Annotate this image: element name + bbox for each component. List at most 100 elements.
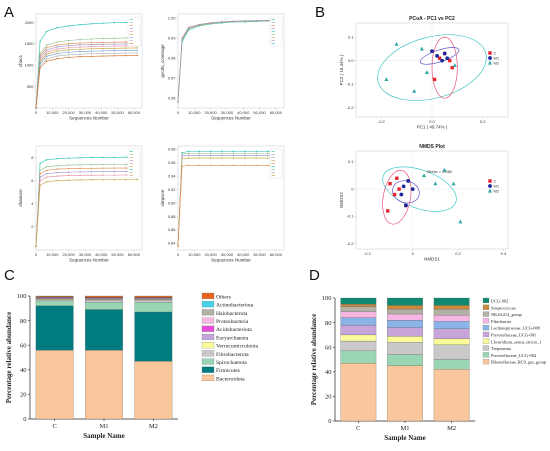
D-ytick-label: 100	[322, 295, 332, 302]
A1-series-point	[113, 37, 115, 40]
A2-series-point	[177, 101, 179, 103]
A1-xtick-label: 40,000	[95, 110, 108, 115]
B2-xtick-label: 0.2	[455, 251, 461, 256]
A3-series-point	[56, 164, 58, 167]
A1-series-point	[113, 22, 115, 24]
C-ylabel: Percentage relative abundance	[5, 312, 13, 404]
A2-xtick-label: 20,000	[204, 110, 217, 115]
B1-xtick-label: 0.0	[429, 119, 435, 124]
A4-series-point	[232, 152, 235, 155]
A1-series-point	[113, 45, 115, 47]
A4-series-point	[244, 152, 246, 155]
A2-series-point	[221, 21, 223, 23]
A4-series-point	[187, 164, 190, 167]
A3-series-point	[39, 176, 41, 178]
B1-xtick-label: -0.2	[378, 119, 386, 124]
B2-legend-point-m1	[488, 184, 492, 188]
C-xtick-label: M1	[99, 423, 108, 430]
D-bar-segment	[433, 305, 470, 310]
D-bar-segment	[340, 340, 377, 352]
A3-series-point	[67, 167, 70, 170]
A1-series-point	[39, 65, 41, 67]
nmds-scatter-chart: NMDS Plot -0.2 0 0.2 0.4 -0.2 -0.1 0 0.1 NMDS1 NMD…	[339, 144, 509, 262]
B1-point-m1	[435, 54, 439, 58]
C-legend-label: Spirochaetota	[216, 360, 247, 366]
A4-series-point	[266, 154, 269, 157]
A3-series-point	[56, 158, 58, 160]
A1-series-point	[39, 60, 41, 63]
A1-series-point	[90, 43, 93, 46]
D-bar-segment	[433, 315, 470, 322]
B2-legend-label: M2	[494, 189, 500, 194]
B1-legend-point-c	[488, 51, 492, 55]
A3-ytick-label: 8	[31, 155, 34, 160]
B2-point-m1	[410, 187, 415, 192]
A1-ylabel: chao1	[18, 54, 23, 67]
C-xtick-label: M2	[149, 423, 158, 430]
B2-legend-point-m2	[488, 188, 492, 193]
C-ytick-label: 100	[17, 293, 27, 300]
A1-xtick-label: 10,000	[46, 110, 59, 115]
A3-ytick-label: 4	[31, 201, 34, 206]
A2-series-point	[244, 20, 246, 22]
B2-point-m1	[406, 179, 411, 183]
A3-series-point	[67, 164, 70, 166]
B2-group-ellipse	[382, 166, 457, 212]
A1-series-point	[56, 55, 58, 57]
A4-plot-frame	[177, 145, 285, 251]
A3-series-point	[113, 170, 115, 173]
A3-series-point	[56, 175, 58, 177]
A1-series-point	[67, 51, 70, 53]
A4-xtick-label: 10,000	[188, 252, 201, 257]
A2-series-point	[209, 22, 212, 24]
A1-series-point	[56, 48, 58, 50]
A1-series-point	[102, 43, 104, 46]
A4-series-point	[266, 150, 269, 153]
A3-series-point	[124, 156, 127, 158]
D-ytick-label: 80	[325, 320, 332, 327]
A1-xtick-label: 50,000	[111, 110, 124, 115]
D-bar-segment	[340, 304, 377, 307]
A1-series-point	[45, 53, 48, 55]
D-legend-swatch	[482, 359, 490, 365]
C-legend-swatch	[201, 325, 215, 332]
C-ytick-label: 60	[20, 342, 27, 349]
A3-xtick-label: 0	[35, 252, 38, 257]
B2-point-m1	[399, 192, 404, 197]
C-bar-segment	[85, 309, 123, 351]
D-bar-segment	[340, 363, 377, 422]
B2-point-c	[392, 192, 397, 197]
D-legend-swatch	[482, 331, 490, 338]
A4-series-point	[181, 158, 183, 160]
D-bar-segment	[433, 328, 470, 339]
A4-xtick-label: 40,000	[237, 252, 250, 257]
D-ytick-label: 20	[325, 394, 332, 401]
A1-series-point	[45, 44, 48, 46]
B1-point-c	[450, 65, 454, 70]
A4-ytick-label: 0.92	[168, 187, 177, 192]
A3-series-point	[102, 174, 104, 176]
A1-series-point	[113, 41, 115, 43]
C-legend-swatch	[201, 301, 215, 308]
A1-ytick-label: 1000	[25, 63, 35, 68]
A3-ytick-label: 6	[31, 178, 34, 183]
B1-group-ellipse	[377, 34, 487, 101]
A4-ytick-label: 0.90	[168, 200, 177, 205]
A4-ytick-label: 0.96	[168, 160, 177, 165]
A4-series-point	[266, 164, 269, 167]
C-legend-swatch	[201, 292, 215, 300]
genus-stacked-bar-chart: 0 20 40 60 80 100 C M1 M2 Sample Name Percentage r…	[310, 295, 547, 442]
A1-series-point	[45, 58, 48, 60]
A3-series-point	[39, 169, 41, 171]
A4-series-point	[187, 150, 190, 153]
A4-ytick-label: 0.94	[168, 173, 177, 178]
C-legend-swatch	[201, 333, 215, 341]
A1-xtick-label: 0	[35, 110, 38, 115]
A1-series-point	[113, 43, 115, 45]
panel-letter-c: C	[4, 267, 15, 284]
D-legend-label: Rikenellaceae_RC9_gut_group	[491, 360, 547, 365]
B1-point-m2	[384, 77, 389, 81]
A3-series-point	[102, 170, 104, 173]
A4-series-point	[221, 157, 223, 159]
